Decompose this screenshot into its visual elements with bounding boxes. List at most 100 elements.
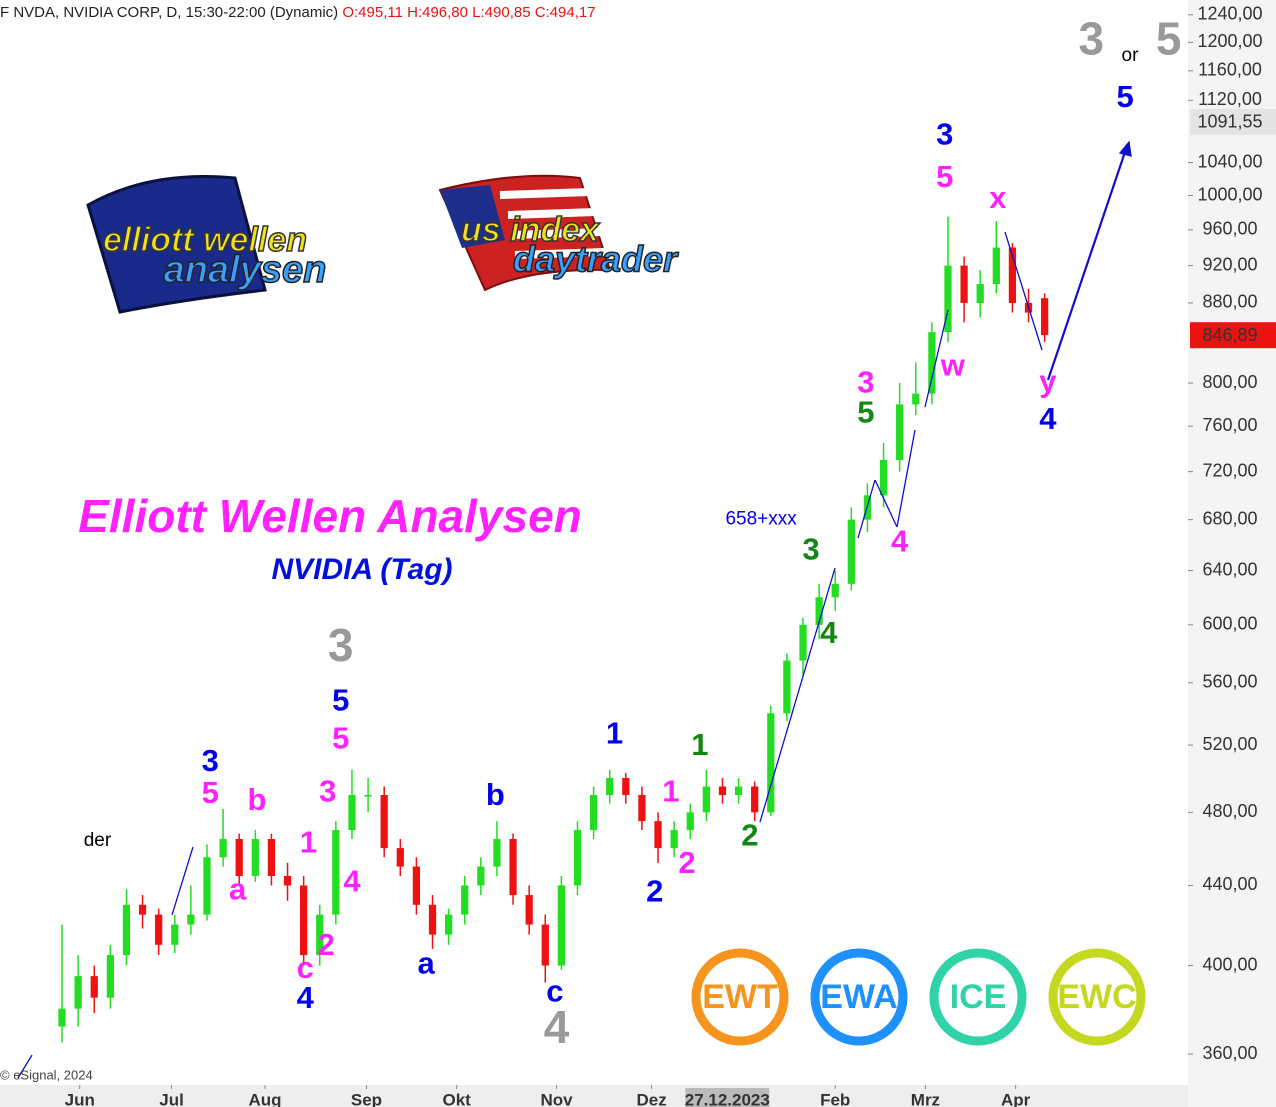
y-tick-label: 1040,00 (1197, 151, 1262, 171)
y-tick-label: 1160,00 (1198, 60, 1262, 80)
candle-body (831, 583, 839, 598)
x-tick-label: Apr (1001, 1090, 1031, 1107)
wave-label: 5 (1156, 12, 1182, 64)
badge-ring (691, 948, 789, 1046)
candle-body (783, 660, 791, 714)
candle-body (316, 914, 324, 956)
candle-body (767, 713, 775, 813)
time-axis (0, 1085, 1188, 1107)
y-tick-label: 680,00 (1202, 508, 1257, 528)
candle-body (122, 904, 131, 956)
wave-label: c (546, 974, 563, 1009)
y-tick-label: 1000,00 (1197, 184, 1262, 204)
wave-label: 4 (343, 864, 361, 899)
candle-body (686, 812, 694, 831)
wave-label: 1 (300, 825, 317, 860)
candle-body (493, 839, 501, 867)
wave-label: b (486, 777, 505, 812)
y-tick-label: 960,00 (1202, 219, 1257, 239)
logo-ewa: elliott wellen analysen (86, 175, 327, 314)
title: Elliott Wellen Analysen (78, 490, 582, 542)
badges: EWT EWA ICE EWC (691, 948, 1146, 1046)
y-tick-label: 800,00 (1202, 372, 1257, 392)
x-tick-label: Sep (351, 1090, 382, 1107)
candle-body (702, 786, 710, 813)
candle-body (879, 460, 888, 496)
y-tick-label: 400,00 (1202, 954, 1257, 974)
candle-body (332, 830, 340, 915)
price-marker (1190, 108, 1276, 135)
y-tick-label: 920,00 (1202, 254, 1257, 274)
candle-body (573, 830, 582, 886)
wave-label: der (84, 830, 112, 851)
badge-label: ICE (950, 978, 1007, 1016)
wave-label: 4 (891, 524, 909, 559)
copyright: © eSignal, 2024 (0, 1067, 93, 1082)
grid (79, 14, 1193, 1089)
x-tick-label: Dez (636, 1090, 666, 1107)
candle-body (896, 404, 904, 461)
wave-label: a (417, 946, 435, 981)
wave-label: 5 (202, 775, 219, 810)
candle-body (267, 839, 276, 876)
y-tick-label: 880,00 (1202, 292, 1257, 312)
candle-body (396, 848, 404, 867)
candle-body (992, 247, 1000, 285)
x-tick-label: Jul (159, 1090, 184, 1107)
wave-label: b (247, 782, 266, 817)
candle-body (944, 265, 952, 333)
candle-body (622, 778, 630, 796)
candle-body (106, 955, 114, 998)
price-axis (1188, 0, 1276, 1107)
candle-body (187, 914, 195, 925)
candle-body (251, 839, 259, 876)
header-symbol: F NVDA, NVIDIA CORP, D, 15:30-22:00 (Dyn… (0, 4, 338, 21)
candle-body (444, 914, 453, 935)
candle-body (815, 597, 823, 625)
candle-body (380, 795, 388, 849)
candle-body (461, 885, 469, 915)
wave-label: 3 (1079, 12, 1105, 64)
wave-label: a (229, 871, 247, 906)
y-tick-label: 1200,00 (1197, 31, 1262, 51)
subtitle: NVIDIA (Tag) (271, 553, 452, 586)
candle-body (283, 875, 292, 886)
wave-label: 5 (936, 159, 953, 194)
price-marker-label: 846,89 (1202, 325, 1257, 345)
wave-label: 4 (820, 615, 838, 650)
wave-label: or (1122, 45, 1140, 66)
candle-body (1041, 298, 1049, 336)
wave-label: 5 (1117, 79, 1134, 114)
y-tick-label: 1240,00 (1197, 4, 1262, 24)
candle-body (541, 924, 549, 966)
x-tick-label: Nov (540, 1090, 573, 1107)
candle-body (300, 885, 308, 956)
x-tick-label: Feb (820, 1090, 850, 1107)
x-tick-label: Okt (443, 1090, 472, 1107)
wave-label: 3 (802, 531, 819, 566)
y-tick-label: 520,00 (1202, 734, 1257, 754)
candle-body (58, 1008, 66, 1027)
wave-label: 1 (606, 716, 623, 751)
candle-body (412, 866, 421, 905)
candle-body (960, 265, 968, 303)
y-tick-label: 440,00 (1202, 874, 1257, 894)
badge-label: EWA (820, 978, 897, 1016)
wave-label: 3 (328, 619, 354, 671)
candle-body (428, 904, 437, 935)
badge-ring (1048, 948, 1146, 1046)
logo-text: us index (461, 211, 601, 249)
candle-body (751, 786, 759, 813)
candle-body (718, 786, 727, 796)
wave-label: 5 (332, 720, 349, 755)
wave-label: 3 (857, 364, 874, 399)
candle-body (734, 786, 743, 796)
wave-label: 5 (332, 683, 349, 718)
badge-ring (810, 948, 908, 1046)
candle-body (525, 895, 533, 925)
wave-label: 3 (202, 743, 219, 778)
header-ohlc: O:495,11 H:496,80 L:490,85 C:494,17 (342, 4, 595, 21)
y-tick-label: 760,00 (1202, 415, 1257, 435)
x-tick-label: Aug (248, 1090, 281, 1107)
